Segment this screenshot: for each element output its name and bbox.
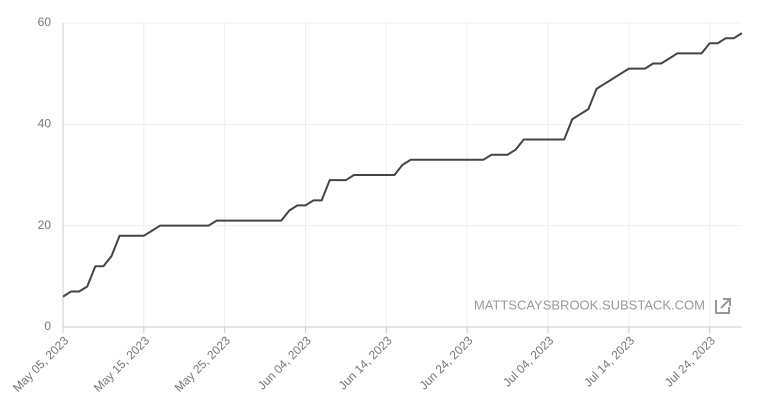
x-tick-label: May 05, 2023: [10, 333, 72, 395]
y-tick-label: 60: [38, 15, 52, 29]
x-tick-label: Jun 04, 2023: [255, 333, 314, 392]
axes: 0 20 40 60 May 05, 2023 May 15, 2023 May 25, 2…: [10, 15, 743, 395]
x-tick-label: Jul 24, 2023: [662, 333, 718, 389]
watermark: MATTSCAYSBROOK.SUBSTACK.COM: [474, 297, 705, 312]
x-tick-label: Jul 14, 2023: [581, 333, 637, 389]
x-tick-label: May 25, 2023: [172, 333, 234, 395]
y-tick-label: 20: [38, 218, 52, 232]
external-link-icon: [715, 298, 731, 314]
x-tick-label: May 15, 2023: [91, 333, 153, 395]
line: [62, 32, 743, 298]
x-tick-label: Jun 14, 2023: [336, 333, 395, 392]
x-tick-label: Jul 04, 2023: [500, 333, 556, 389]
x-tick-label: Jun 24, 2023: [417, 333, 476, 392]
y-tick-label: 0: [44, 319, 51, 333]
y-tick-label: 40: [38, 117, 52, 131]
